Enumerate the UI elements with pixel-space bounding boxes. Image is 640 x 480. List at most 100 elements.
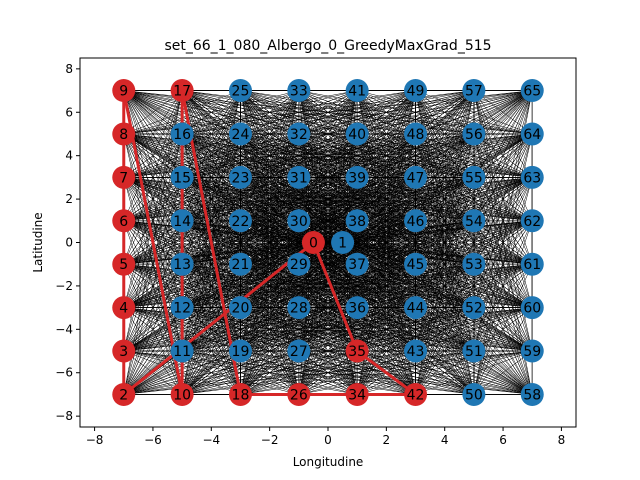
node-9: 9	[112, 79, 136, 103]
node-label: 40	[348, 127, 366, 143]
node-label: 16	[173, 127, 191, 143]
node-marker	[112, 296, 136, 320]
node-label: 59	[523, 344, 541, 360]
node-label: 7	[119, 170, 128, 186]
node-59: 59	[520, 339, 544, 363]
node-label: 41	[348, 84, 366, 100]
node-13: 13	[170, 252, 194, 276]
node-label: 34	[348, 387, 366, 403]
node-marker	[228, 252, 252, 276]
node-label: 25	[232, 84, 250, 100]
node-25: 25	[228, 79, 252, 103]
node-marker	[462, 252, 486, 276]
x-tick-label: −4	[202, 433, 220, 447]
node-19: 19	[228, 339, 252, 363]
node-marker	[520, 79, 544, 103]
node-marker	[228, 339, 252, 363]
node-marker	[404, 252, 428, 276]
node-34: 34	[345, 382, 369, 406]
node-57: 57	[462, 79, 486, 103]
node-label: 48	[407, 127, 425, 143]
node-26: 26	[287, 382, 311, 406]
node-marker	[170, 339, 194, 363]
y-tick-label: 2	[65, 192, 73, 206]
node-32: 32	[287, 122, 311, 146]
node-marker	[462, 296, 486, 320]
node-marker	[462, 122, 486, 146]
node-label: 56	[465, 127, 483, 143]
node-marker	[520, 382, 544, 406]
node-63: 63	[520, 165, 544, 189]
node-18: 18	[228, 382, 252, 406]
node-55: 55	[462, 165, 486, 189]
node-label: 55	[465, 170, 483, 186]
node-marker	[228, 209, 252, 233]
node-label: 47	[407, 170, 425, 186]
node-3: 3	[112, 339, 136, 363]
node-54: 54	[462, 209, 486, 233]
node-label: 9	[119, 84, 128, 100]
node-label: 61	[523, 257, 541, 273]
node-marker	[520, 122, 544, 146]
node-label: 27	[290, 344, 308, 360]
node-label: 45	[407, 257, 425, 273]
node-label: 46	[407, 214, 425, 230]
node-1: 1	[331, 231, 355, 254]
node-48: 48	[404, 122, 428, 146]
node-marker	[287, 209, 311, 233]
node-label: 36	[348, 301, 366, 317]
node-label: 21	[232, 257, 250, 273]
node-43: 43	[404, 339, 428, 363]
node-marker	[170, 209, 194, 233]
node-4: 4	[112, 296, 136, 320]
node-marker	[301, 231, 325, 254]
node-marker	[287, 339, 311, 363]
node-label: 57	[465, 84, 483, 100]
node-marker	[228, 382, 252, 406]
y-tick-label: 6	[65, 105, 73, 119]
x-tick-label: 6	[499, 433, 507, 447]
node-38: 38	[345, 209, 369, 233]
node-label: 18	[232, 387, 250, 403]
node-label: 22	[232, 214, 250, 230]
node-marker	[404, 165, 428, 189]
node-58: 58	[520, 382, 544, 406]
node-marker	[520, 296, 544, 320]
node-28: 28	[287, 296, 311, 320]
node-marker	[112, 339, 136, 363]
node-8: 8	[112, 122, 136, 146]
node-marker	[170, 382, 194, 406]
node-label: 0	[309, 236, 318, 252]
node-marker	[404, 79, 428, 103]
node-label: 53	[465, 257, 483, 273]
node-marker	[345, 339, 369, 363]
node-37: 37	[345, 252, 369, 276]
node-marker	[462, 382, 486, 406]
x-tick-label: −2	[261, 433, 279, 447]
x-tick-label: −6	[144, 433, 162, 447]
y-tick-label: −6	[55, 366, 73, 380]
y-tick-label: 8	[65, 62, 73, 76]
node-label: 24	[232, 127, 250, 143]
node-36: 36	[345, 296, 369, 320]
node-14: 14	[170, 209, 194, 233]
node-label: 58	[523, 387, 541, 403]
node-marker	[462, 209, 486, 233]
node-12: 12	[170, 296, 194, 320]
route-segment-0-2	[122, 241, 315, 396]
node-label: 44	[407, 301, 425, 317]
node-10: 10	[170, 382, 194, 406]
node-15: 15	[170, 165, 194, 189]
route-segment-35-0	[311, 241, 359, 353]
node-marker	[345, 252, 369, 276]
node-marker	[520, 165, 544, 189]
node-marker	[287, 382, 311, 406]
node-label: 33	[290, 84, 308, 100]
x-axis-ticks: −8 −6 −4 −2 0 2 4 6 8	[86, 427, 565, 447]
node-11: 11	[170, 339, 194, 363]
node-label: 54	[465, 214, 483, 230]
node-label: 4	[119, 301, 128, 317]
node-label: 32	[290, 127, 308, 143]
node-marker	[228, 79, 252, 103]
node-label: 17	[173, 84, 191, 100]
